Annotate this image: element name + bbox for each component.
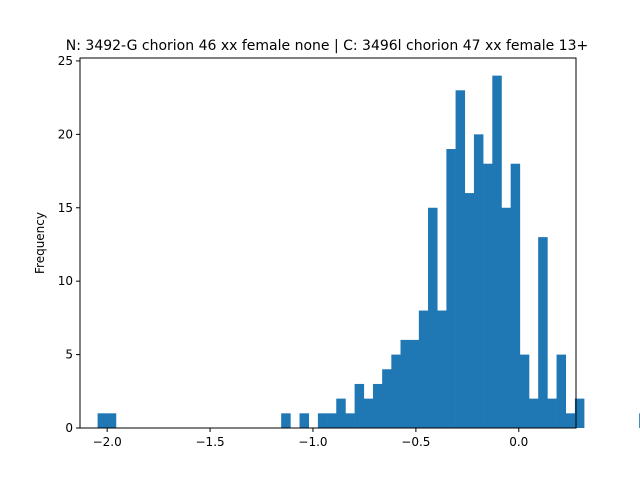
histogram-bar (538, 237, 548, 428)
histogram-bar (317, 413, 328, 428)
x-axis-ticks: −2.0 −1.5 −1.0 −0.5 0.0 (93, 428, 528, 449)
y-tick-label: 25 (58, 54, 73, 68)
histogram-bar (574, 398, 585, 428)
histogram-bar (409, 339, 420, 428)
chart-title: N: 3492-G chorion 46 xx female none | C:… (66, 38, 588, 54)
histogram-bar (529, 398, 539, 428)
histogram-bar (464, 193, 475, 428)
histogram-bar (483, 163, 493, 428)
histogram-bar (97, 413, 108, 428)
histogram-bar (327, 413, 337, 428)
histogram-bar (501, 207, 511, 428)
plot-frame (79, 57, 577, 429)
histogram-bar (428, 207, 438, 428)
histogram-bar (400, 339, 410, 428)
y-tick-label: 5 (65, 348, 73, 362)
histogram-bar (391, 354, 401, 428)
histogram-bar (418, 310, 429, 428)
histogram-bar (281, 413, 291, 428)
y-tick-label: 0 (65, 421, 73, 435)
histogram-bar (363, 398, 374, 428)
histogram-bar (345, 413, 355, 428)
histogram-bar (519, 354, 530, 428)
histogram-bar (473, 134, 484, 428)
bars-group (97, 75, 640, 429)
histogram-bar (565, 413, 576, 428)
histogram-bar (437, 310, 447, 428)
histogram-bar (372, 383, 383, 428)
x-tick-label: −2.0 (93, 435, 122, 449)
y-tick-label: 15 (58, 201, 73, 215)
y-axis-ticks: 0 5 10 15 20 25 (58, 54, 80, 435)
histogram-bar (336, 398, 346, 428)
histogram-bar (354, 383, 365, 428)
x-tick-label: −1.0 (298, 435, 327, 449)
histogram-bar (510, 163, 521, 428)
y-axis-label: Frequency (33, 212, 47, 274)
histogram-bar (455, 90, 466, 429)
histogram-bar (547, 398, 557, 428)
y-tick-label: 20 (58, 127, 73, 141)
histogram-bar (492, 75, 502, 429)
histogram-bar (106, 413, 117, 428)
y-tick-label: 10 (58, 274, 73, 288)
histogram-bar (446, 149, 456, 428)
x-tick-label: −1.5 (196, 435, 225, 449)
histogram-bar (299, 413, 310, 428)
x-tick-label: −0.5 (401, 435, 430, 449)
histogram-bar (382, 369, 392, 428)
histogram-bar (556, 354, 567, 428)
x-tick-label: 0.0 (509, 435, 528, 449)
